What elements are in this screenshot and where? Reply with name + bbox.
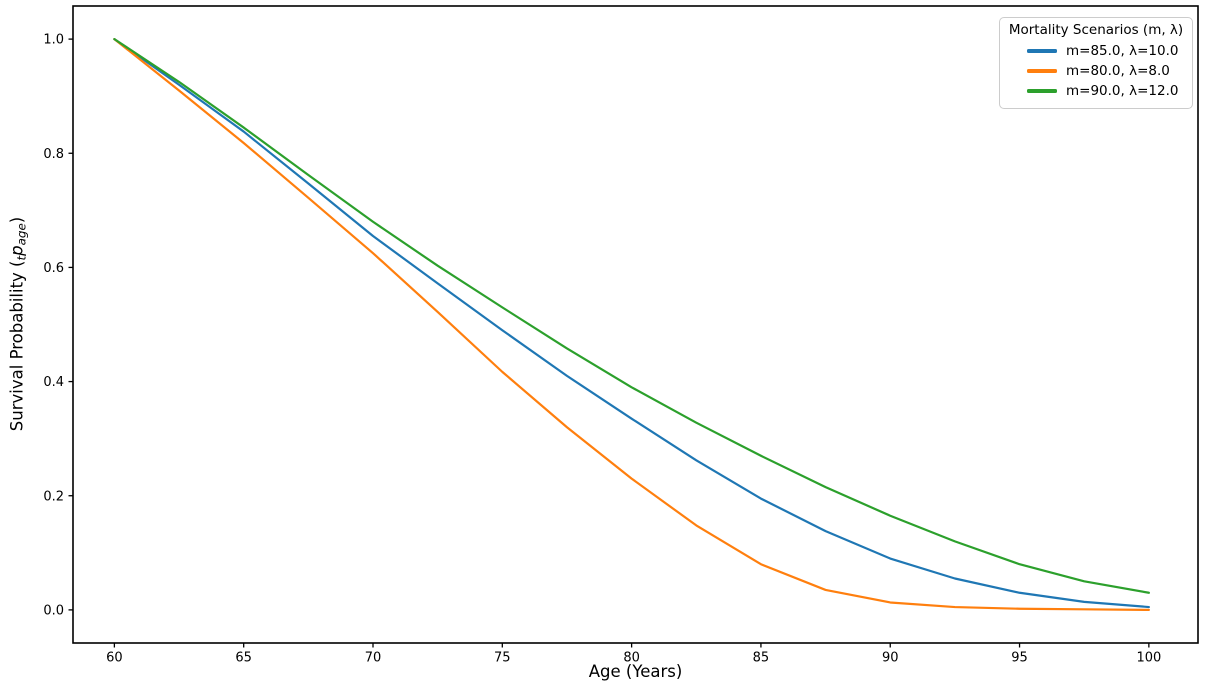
legend-line-swatch-orange bbox=[1027, 69, 1057, 73]
legend-line-swatch-green bbox=[1027, 89, 1057, 93]
y-tick-label: 0.2 bbox=[43, 489, 64, 504]
y-tick-label: 0.8 bbox=[43, 147, 64, 162]
x-tick-label: 85 bbox=[753, 651, 770, 666]
series-line-1 bbox=[113, 38, 1150, 611]
x-tick-label: 80 bbox=[623, 651, 640, 666]
legend-entry: m=80.0, λ=8.0 bbox=[1008, 61, 1184, 81]
series-line-2 bbox=[113, 38, 1150, 594]
series-line-0 bbox=[113, 38, 1150, 609]
x-tick-label: 90 bbox=[882, 651, 899, 666]
ylabel-variable: p bbox=[7, 245, 27, 256]
legend-entry: m=90.0, λ=12.0 bbox=[1008, 81, 1184, 101]
y-tick-label: 0.6 bbox=[43, 261, 64, 276]
x-tick-label: 95 bbox=[1011, 651, 1028, 666]
x-tick-label: 100 bbox=[1136, 651, 1161, 666]
y-axis: 0.0 0.2 0.4 0.6 0.8 1.0 bbox=[43, 33, 73, 618]
x-axis-label: Age (Years) bbox=[588, 662, 683, 681]
y-tick-label: 0.4 bbox=[43, 375, 64, 390]
legend: Mortality Scenarios (m, λ) m=85.0, λ=10.… bbox=[999, 17, 1193, 109]
x-tick-label: 65 bbox=[235, 651, 252, 666]
legend-entry-label: m=80.0, λ=8.0 bbox=[1066, 63, 1170, 79]
y-tick-label: 0.0 bbox=[43, 603, 64, 618]
legend-line-swatch-blue bbox=[1027, 49, 1057, 53]
axes-spines bbox=[72, 5, 1199, 644]
y-tick-label: 1.0 bbox=[43, 33, 64, 48]
ylabel-suffix-text: ) bbox=[7, 216, 27, 224]
x-tick-label: 70 bbox=[365, 651, 382, 666]
x-tick-label: 60 bbox=[106, 651, 123, 666]
ylabel-pre-subscript: t bbox=[14, 255, 29, 261]
ylabel-prefix-text: Survival Probability ( bbox=[7, 260, 27, 432]
series-lines bbox=[113, 38, 1150, 611]
legend-entry-label: m=90.0, λ=12.0 bbox=[1066, 83, 1179, 99]
legend-title: Mortality Scenarios (m, λ) bbox=[1008, 22, 1184, 38]
ylabel-subscript: age bbox=[14, 223, 29, 246]
legend-entry: m=85.0, λ=10.0 bbox=[1008, 41, 1184, 61]
x-axis: 60 65 70 75 80 85 90 95 100 bbox=[106, 643, 1161, 666]
legend-entry-label: m=85.0, λ=10.0 bbox=[1066, 43, 1179, 59]
y-axis-label: Survival Probability (tpage) bbox=[7, 216, 29, 432]
x-tick-label: 75 bbox=[494, 651, 511, 666]
